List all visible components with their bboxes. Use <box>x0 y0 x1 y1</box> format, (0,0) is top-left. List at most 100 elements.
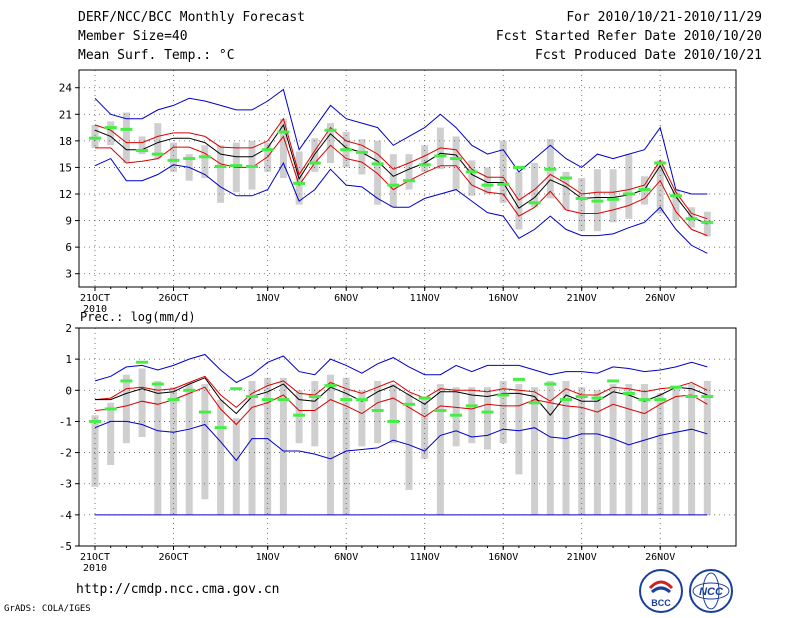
temp-observed-marker <box>198 155 211 159</box>
prec-spread-box <box>389 384 397 444</box>
prec-observed-marker <box>387 419 400 423</box>
temp-xtick-label: 1NOV <box>256 293 280 304</box>
prec-spread-box <box>531 387 539 515</box>
temp-lower-inner-line <box>95 135 708 237</box>
prec-observed-marker <box>89 419 101 423</box>
grads-credit: GrADS: COLA/IGES <box>4 604 91 614</box>
prec-upper-inner-line <box>94 375 708 409</box>
prec-observed-marker <box>607 379 620 383</box>
prec-spread-box <box>405 393 413 490</box>
prec-spread-box <box>327 374 334 515</box>
prec-ytick-label: -4 <box>59 509 73 522</box>
temp-ytick-label: 21 <box>59 108 72 121</box>
prec-spread-box <box>248 380 256 515</box>
temp-plot-frame <box>78 69 737 288</box>
prec-spread-box <box>484 387 491 450</box>
temp-spread-box <box>91 124 99 148</box>
temp-observed-marker <box>701 220 714 224</box>
temp-ytick-label: 3 <box>65 268 72 281</box>
bcc-logo-text: BCC <box>651 598 671 608</box>
prec-lower-inner-line <box>94 386 708 426</box>
temp-observed-marker <box>591 199 604 203</box>
temp-observed-marker <box>120 127 133 131</box>
prec-xtick-label: 16NOV <box>488 552 518 563</box>
temp-observed-marker <box>560 176 572 180</box>
temp-xtick-label: 16NOV <box>488 293 518 304</box>
temp-spread-box <box>217 145 225 203</box>
prec-spread-box <box>452 387 460 447</box>
prec-spread-box <box>217 399 225 515</box>
prec-xtick-label: 21OCT <box>80 552 110 563</box>
temp-observed-marker <box>685 217 698 221</box>
prec-spread-box <box>279 377 287 515</box>
prec-xtick-label: 21NOV <box>567 552 597 563</box>
prec-observed-marker <box>277 398 290 402</box>
prec-spread-box <box>374 380 382 444</box>
temp-xtick-label: 21OCT <box>80 293 110 304</box>
prec-observed-marker <box>136 360 149 364</box>
prec-observed-marker <box>403 402 415 406</box>
temp-ytick-label: 24 <box>59 82 73 95</box>
prec-observed-marker <box>120 379 133 383</box>
temp-observed-marker <box>340 148 353 152</box>
temp-observed-marker <box>308 161 321 165</box>
prec-observed-marker <box>481 410 494 414</box>
prec-min-line <box>94 420 708 462</box>
prec-spread-box <box>122 374 130 444</box>
prec-spread-box <box>154 380 162 515</box>
temp-spread-box <box>703 211 711 237</box>
temp-xtick-label: 6NOV <box>334 293 358 304</box>
prec-xtick-label: 26NOV <box>645 552 675 563</box>
temp-spread-box <box>279 118 287 179</box>
temp-ytick-label: 9 <box>65 215 72 228</box>
prec-ytick-label: 2 <box>65 322 72 335</box>
bcc-logo: BCC <box>639 569 683 613</box>
prec-observed-marker <box>591 396 604 400</box>
prec-observed-marker <box>418 396 431 400</box>
prec-ytick-label: -3 <box>59 478 72 491</box>
ncc-logo: NCC <box>689 569 733 613</box>
prec-spread-box <box>232 418 240 515</box>
temp-spread-box <box>562 171 570 210</box>
ncc-logo-text: NCC <box>699 586 724 598</box>
prec-observed-marker <box>308 395 321 399</box>
prec-observed-marker <box>622 391 635 395</box>
temp-observed-marker <box>324 128 337 132</box>
prec-observed-marker <box>434 409 447 413</box>
prec-observed-marker <box>230 387 243 391</box>
chart-title: DERF/NCC/BCC Monthly Forecast <box>78 10 305 25</box>
temp-observed-marker <box>89 136 101 140</box>
temp-xtick-label: 26OCT <box>158 293 188 304</box>
temp-spread-box <box>609 169 617 223</box>
prec-observed-marker <box>371 409 384 413</box>
temp-ytick-label: 12 <box>59 188 72 201</box>
prec-plot-frame <box>78 327 737 547</box>
prec-max-line <box>94 353 708 384</box>
prec-observed-marker <box>293 413 306 417</box>
prec-spread-box <box>546 380 554 515</box>
temp-observed-marker <box>230 164 243 168</box>
prec-mean-line <box>95 377 708 416</box>
prec-ytick-label: -1 <box>59 415 72 428</box>
temp-observed-marker <box>638 188 651 192</box>
temp-xtick-label: 21NOV <box>567 293 597 304</box>
prec-observed-marker <box>465 404 478 408</box>
prec-observed-marker <box>340 398 353 402</box>
prec-xtick-label: 6NOV <box>334 552 358 563</box>
source-url[interactable]: http://cmdp.ncc.cma.gov.cn <box>76 582 280 597</box>
prec-observed-marker <box>324 384 337 388</box>
prec-observed-marker <box>701 395 714 399</box>
temp-observed-marker <box>497 182 510 186</box>
temp-ytick-label: 15 <box>59 161 72 174</box>
prec-observed-marker <box>450 413 463 417</box>
prec-observed-marker <box>198 410 211 414</box>
temp-observed-marker <box>246 165 258 169</box>
prec-observed-marker <box>246 395 258 399</box>
prec-spread-box <box>515 384 523 475</box>
prec-spread-box <box>201 384 209 500</box>
prec-spread-box <box>342 377 350 515</box>
prec-ytick-label: -2 <box>59 447 72 460</box>
temp-observed-marker <box>434 154 447 158</box>
prec-observed-marker <box>355 398 368 402</box>
